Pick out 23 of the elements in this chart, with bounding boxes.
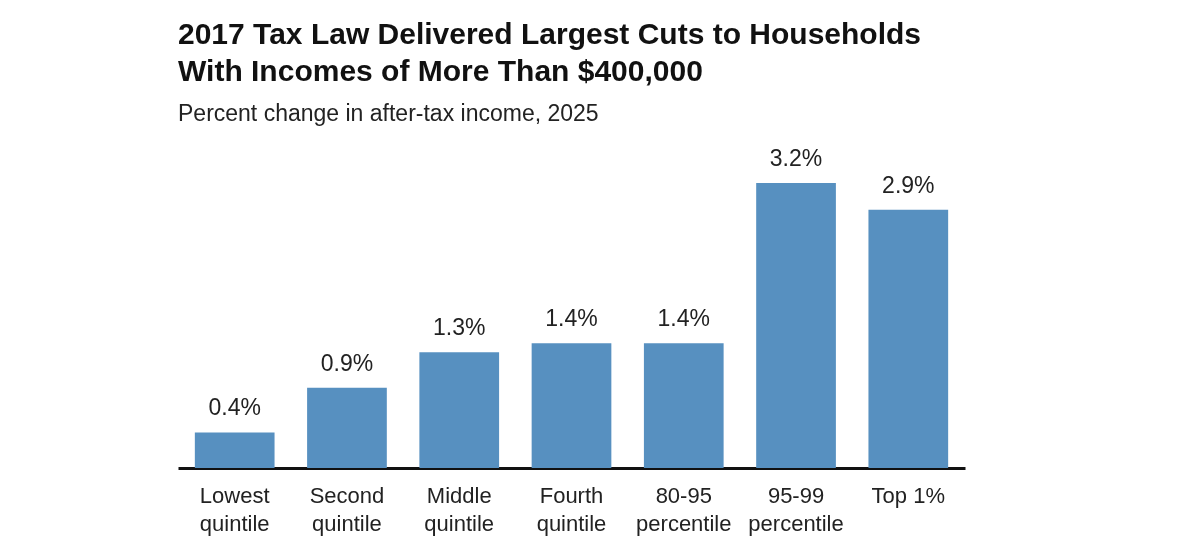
bar [531,343,612,468]
x-tick-label: 95-99 percentile [748,482,844,536]
bar [756,183,836,468]
data-label: 0.4% [208,394,261,421]
chart-subtitle: Percent change in after-tax income, 2025 [178,100,599,126]
x-tick-label: Fourth quintile [536,482,607,536]
x-tick-label: Lowest quintile [199,482,270,536]
data-label: 3.2% [769,145,823,171]
x-tick-label: 80-95 percentile [636,482,732,536]
bar [643,343,724,468]
bar [868,209,949,468]
x-tick-label: Second quintile [309,482,385,536]
data-label: 1.4% [657,305,710,332]
x-tick-label: Top 1% [871,482,945,508]
data-label: 2.9% [882,171,935,198]
data-label: 1.3% [433,314,486,341]
data-label: 1.4% [545,305,598,332]
chart-title: 2017 Tax Law Delivered Largest Cuts to Households With Incomes of More Than $400,000 [178,17,921,87]
x-tick-label: Middle quintile [424,482,495,536]
data-label: 0.9% [320,349,374,376]
bar [194,432,275,468]
bar [307,387,387,468]
bar [419,352,500,468]
